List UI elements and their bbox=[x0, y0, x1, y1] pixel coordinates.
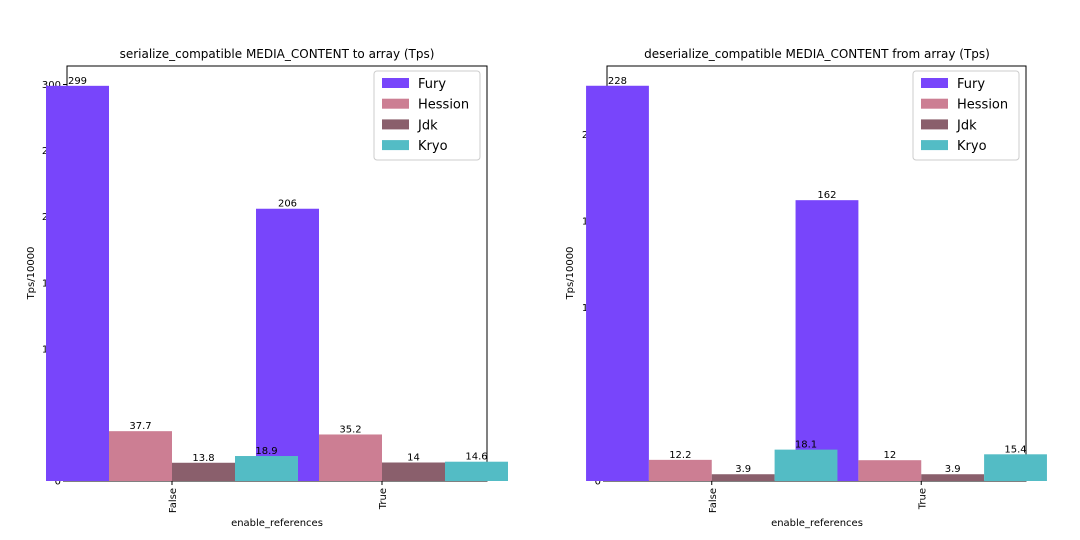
bar-hession-false bbox=[109, 431, 172, 481]
x-tick-label: False bbox=[708, 488, 719, 513]
data-label: 12.2 bbox=[669, 450, 691, 461]
bar-fury-true bbox=[795, 200, 859, 482]
x-tick-label: False bbox=[168, 488, 179, 513]
y-axis-label: Tps/10000 bbox=[26, 247, 37, 301]
bar-fury-false bbox=[586, 85, 649, 481]
data-label: 3.9 bbox=[735, 464, 751, 475]
data-label: 12 bbox=[883, 450, 896, 461]
chart-title: deserialize_compatible MEDIA_CONTENT fro… bbox=[644, 47, 990, 61]
legend-label: Kryo bbox=[957, 139, 987, 154]
legend-box bbox=[912, 70, 1020, 161]
bar-fury-false bbox=[46, 85, 109, 482]
bar-jdk-false bbox=[711, 474, 775, 481]
legend-swatch-fury bbox=[921, 78, 948, 88]
data-label: 206 bbox=[278, 199, 297, 210]
x-axis-label: enable_references bbox=[231, 518, 323, 529]
legend-swatch-fury bbox=[382, 78, 409, 88]
legend-swatch-kryo bbox=[382, 140, 409, 151]
legend-label: Kryo bbox=[418, 139, 448, 154]
bar-hession-true bbox=[858, 460, 922, 481]
bar-jdk-false bbox=[172, 462, 235, 481]
legend: Fury Hession Jdk Kryo bbox=[912, 70, 1020, 161]
data-label: 18.9 bbox=[255, 446, 277, 457]
data-label: 18.1 bbox=[795, 440, 817, 451]
legend-label: Fury bbox=[957, 77, 985, 92]
bar-kryo-false bbox=[235, 456, 298, 481]
legend-swatch-jdk bbox=[382, 119, 409, 130]
bar-jdk-true bbox=[382, 462, 445, 481]
data-label: 13.8 bbox=[192, 453, 214, 464]
bar-hession-true bbox=[319, 434, 382, 481]
bar-kryo-false bbox=[774, 449, 838, 481]
legend-swatch-hession bbox=[921, 98, 948, 109]
data-label: 37.7 bbox=[129, 421, 151, 432]
x-tick-label: True bbox=[378, 488, 389, 510]
legend-swatch-hession bbox=[382, 98, 409, 109]
data-label: 228 bbox=[608, 76, 627, 87]
y-tick-label: 0 bbox=[55, 477, 61, 488]
deserialize-chart: deserialize_compatible MEDIA_CONTENT fro… bbox=[565, 47, 1047, 529]
legend-swatch-jdk bbox=[921, 119, 948, 130]
bar-kryo-true bbox=[984, 454, 1047, 481]
legend-box bbox=[373, 70, 481, 161]
bar-kryo-true bbox=[445, 461, 508, 481]
legend-label: Jdk bbox=[417, 118, 438, 133]
bar-fury-true bbox=[256, 208, 319, 481]
data-label: 35.2 bbox=[339, 424, 361, 435]
bar-hession-false bbox=[648, 459, 712, 481]
data-label: 299 bbox=[68, 76, 87, 87]
data-label: 3.9 bbox=[945, 464, 961, 475]
legend: Fury Hession Jdk Kryo bbox=[373, 70, 481, 161]
legend-label: Hession bbox=[957, 98, 1008, 113]
legend-label: Jdk bbox=[956, 118, 977, 133]
x-tick-label: True bbox=[917, 488, 928, 510]
data-label: 14 bbox=[407, 452, 420, 463]
chart-title: serialize_compatible MEDIA_CONTENT to ar… bbox=[120, 47, 435, 61]
bar-jdk-true bbox=[921, 474, 985, 481]
data-label: 162 bbox=[817, 190, 836, 201]
data-label: 14.6 bbox=[465, 452, 487, 463]
legend-label: Fury bbox=[418, 77, 446, 92]
legend-swatch-kryo bbox=[921, 140, 948, 151]
y-tick-label: 0 bbox=[595, 477, 601, 488]
y-tick-label: 300 bbox=[42, 80, 61, 91]
y-axis-label: Tps/10000 bbox=[565, 247, 576, 301]
legend-label: Hession bbox=[418, 98, 469, 113]
data-label: 15.4 bbox=[1004, 444, 1026, 455]
serialize-chart: serialize_compatible MEDIA_CONTENT to ar… bbox=[26, 47, 508, 529]
x-axis-label: enable_references bbox=[771, 518, 863, 529]
